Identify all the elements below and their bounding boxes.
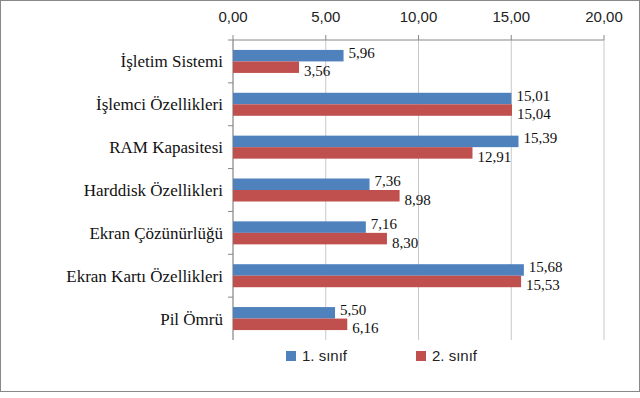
- category-label: Harddisk Özellikleri: [84, 181, 224, 200]
- x-axis-line: [233, 40, 604, 41]
- legend-swatch: [416, 351, 426, 361]
- bar: [233, 264, 524, 276]
- bar: [233, 221, 366, 233]
- category-tick: [228, 211, 233, 212]
- category-tick: [228, 82, 233, 83]
- data-label: 15,04: [517, 106, 551, 122]
- legend-label: 1. sınıf: [302, 347, 348, 364]
- tick-mark: [233, 35, 234, 40]
- category-label: İşlemci Özellikleri: [96, 95, 223, 114]
- data-label: 5,96: [349, 45, 376, 61]
- bar: [233, 190, 400, 202]
- bars: [233, 50, 524, 330]
- category-label: Pil Ömrü: [160, 310, 223, 329]
- tick-mark: [325, 35, 326, 40]
- data-label: 12,91: [477, 149, 511, 165]
- data-label: 6,16: [352, 320, 379, 336]
- bar: [233, 147, 472, 159]
- tick-label: 15,00: [492, 8, 530, 25]
- bar: [233, 50, 344, 62]
- category-tick: [228, 168, 233, 169]
- bar: [233, 319, 347, 331]
- data-label: 7,36: [375, 173, 402, 189]
- category-tick: [228, 125, 233, 126]
- category-tick: [228, 40, 233, 41]
- category-label: RAM Kapasitesi: [109, 138, 223, 157]
- bar: [233, 93, 511, 105]
- bar: [233, 104, 512, 116]
- bar: [233, 136, 518, 148]
- data-label: 7,16: [371, 216, 398, 232]
- legend: 1. sınıf 2. sınıf: [286, 347, 478, 364]
- tick-mark: [604, 35, 605, 40]
- bar: [233, 276, 521, 288]
- grid-line: [511, 40, 512, 340]
- bar: [233, 307, 335, 319]
- legend-label: 2. sınıf: [432, 347, 478, 364]
- data-label: 3,56: [304, 63, 331, 79]
- category-tick: [228, 254, 233, 255]
- data-labels: 5,96 3,56 15,01 15,04 15,39 12,91 7,368,98 7,16…: [304, 45, 563, 337]
- category-label: Ekran Kartı Özellikleri: [66, 267, 223, 286]
- data-label: 8,98: [405, 192, 431, 208]
- data-label: 8,30: [392, 235, 418, 251]
- category-label: İşletim Sistemi: [121, 52, 224, 71]
- tick-label: 5,00: [311, 8, 340, 25]
- data-label: 5,50: [340, 302, 366, 318]
- tick-label: 10,00: [400, 8, 438, 25]
- category-tick: [228, 297, 233, 298]
- bar: [233, 233, 387, 245]
- bar: [233, 61, 299, 73]
- tick-label: 0,00: [218, 8, 247, 25]
- data-label: 15,39: [523, 130, 557, 146]
- grid-line: [604, 40, 605, 340]
- data-label: 15,53: [526, 277, 560, 293]
- legend-swatch: [286, 351, 296, 361]
- bar: [233, 179, 370, 191]
- chart-frame: [1, 1, 640, 392]
- tick-mark: [511, 35, 512, 40]
- grid-line: [418, 40, 419, 340]
- data-label: 15,01: [516, 88, 550, 104]
- tick-mark: [418, 35, 419, 40]
- chart: 0,00 5,00 10,00 15,00 20,00 5,96 3,56 15,01 15,0…: [0, 0, 640, 398]
- tick-label: 20,00: [585, 8, 623, 25]
- data-label: 15,68: [529, 259, 563, 275]
- category-label: Ekran Çözünürlüğü: [89, 224, 223, 243]
